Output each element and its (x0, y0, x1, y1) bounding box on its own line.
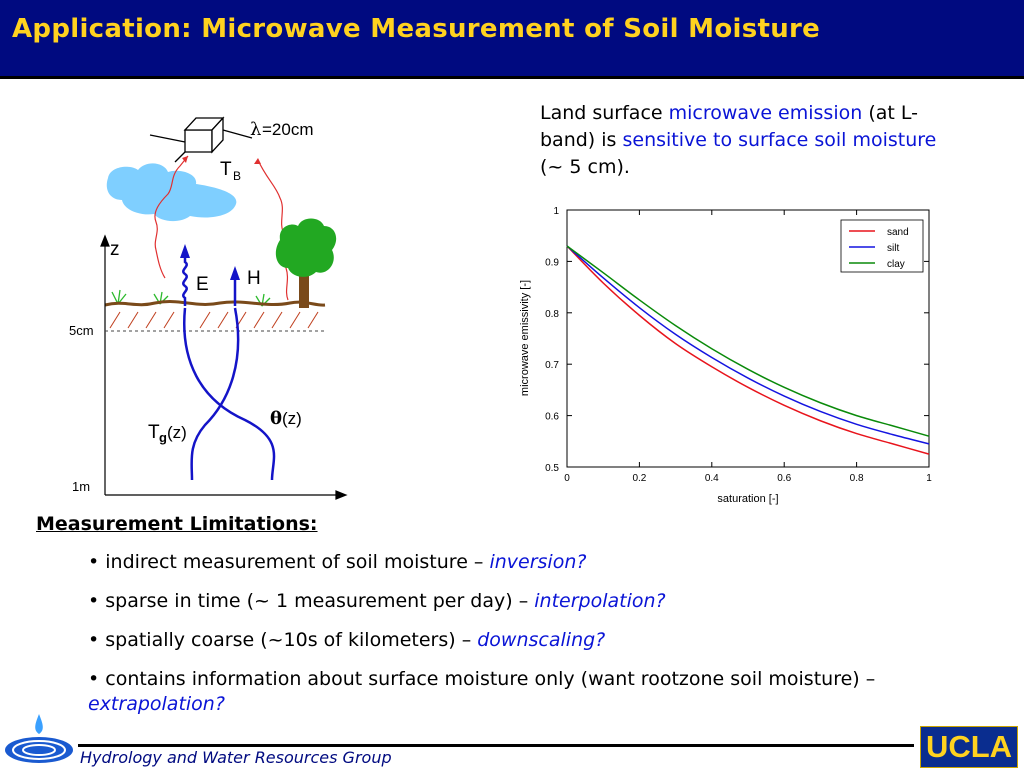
x-tick-label: 0.8 (850, 473, 864, 484)
temperature-profile-curve (183, 307, 276, 481)
x-tick-label: 0 (564, 473, 570, 484)
wavelength-symbol: λ (250, 119, 261, 140)
y-tick-label: 1 (553, 206, 559, 217)
moisture-profile-curve (190, 307, 240, 481)
list-item-text: • spatially coarse (~10s of kilometers) … (88, 629, 478, 651)
ground-surface (104, 300, 326, 307)
depth-1m-label: 1m (72, 479, 90, 494)
legend-label: clay (887, 259, 905, 270)
list-item-emphasis: interpolation? (534, 590, 666, 612)
x-tick-label: 0.6 (777, 473, 791, 484)
soil-emission-diagram: λ =20cm T B z 5cm 1m E H (69, 116, 348, 500)
soil-hatching (109, 311, 319, 329)
list-item-emphasis: inversion? (489, 551, 587, 573)
depth-5cm-label: 5cm (69, 323, 94, 338)
group-name: Hydrology and Water Resources Group (80, 748, 392, 767)
tree-icon (275, 218, 337, 308)
x-tick-label: 0.2 (632, 473, 646, 484)
legend-label: silt (887, 243, 899, 254)
y-tick-label: 0.9 (545, 257, 559, 268)
list-item-text: • indirect measurement of soil moisture … (88, 551, 490, 573)
slide-title: Application: Microwave Measurement of So… (12, 14, 821, 44)
theta-argument: (z) (282, 409, 302, 428)
footer-divider (78, 744, 914, 747)
theta-symbol: θ (270, 408, 282, 429)
limitations-heading: Measurement Limitations: (36, 513, 318, 535)
list-item: • indirect measurement of soil moisture … (88, 550, 938, 575)
tg-argument: (z) (167, 423, 187, 442)
x-axis-label: saturation [-] (717, 493, 778, 505)
z-axis-label: z (110, 239, 120, 260)
wavelength-value: =20cm (262, 120, 314, 139)
series-line-silt (566, 245, 930, 445)
intro-text-1: Land surface (540, 102, 669, 124)
x-tick-label: 0.4 (705, 473, 719, 484)
cloud-icon (106, 163, 237, 222)
y-tick-label: 0.8 (545, 309, 559, 320)
intro-text-3: (at L-band) is (540, 102, 918, 151)
x-tick-label: 1 (926, 473, 932, 484)
e-field-arrow (182, 256, 188, 306)
h-field-label: H (247, 268, 261, 289)
tb-label: T (220, 159, 232, 180)
y-tick-label: 0.7 (545, 360, 559, 371)
tg-subscript: g (159, 430, 167, 445)
intro-text-5: (~ 5 cm). (540, 156, 630, 178)
emission-path-left (154, 155, 189, 279)
list-item: • spatially coarse (~10s of kilometers) … (88, 628, 938, 653)
title-bar: Application: Microwave Measurement of So… (0, 0, 1024, 76)
ucla-logo-text: UCLA (925, 729, 1013, 764)
emissivity-chart: 0 0.2 0.4 0.6 0.8 1 0.5 0.6 0.7 0.8 0.9 1 sand silt c… (519, 206, 932, 505)
series-line-sand (566, 245, 930, 455)
tb-subscript: B (233, 169, 241, 183)
list-item-emphasis: downscaling? (477, 629, 606, 651)
hydrology-logo-icon (5, 714, 73, 763)
tg-label: T (148, 422, 160, 443)
intro-text: Land surface microwave emission (at L-ba… (540, 100, 940, 181)
series-line-clay (566, 245, 930, 437)
legend-label: sand (887, 227, 909, 238)
list-item-text: • contains information about surface moi… (88, 668, 876, 690)
list-item-emphasis: extrapolation? (88, 693, 225, 715)
header-divider (0, 76, 1024, 79)
y-tick-label: 0.5 (545, 463, 559, 474)
satellite-icon (149, 116, 253, 163)
y-axis-label: microwave emissivity [-] (519, 280, 531, 396)
limitations-list: • indirect measurement of soil moisture … (88, 550, 938, 731)
list-item: • sparse in time (~ 1 measurement per da… (88, 589, 938, 614)
e-field-label: E (196, 274, 209, 295)
list-item-text: • sparse in time (~ 1 measurement per da… (88, 590, 535, 612)
intro-text-4: sensitive to surface soil moisture (622, 129, 937, 151)
ucla-logo: UCLA (920, 726, 1018, 768)
intro-text-2: microwave emission (668, 102, 863, 124)
chart-legend (840, 219, 924, 273)
depth-axis (100, 234, 348, 500)
list-item: • contains information about surface moi… (88, 667, 938, 717)
y-tick-label: 0.6 (545, 412, 559, 423)
